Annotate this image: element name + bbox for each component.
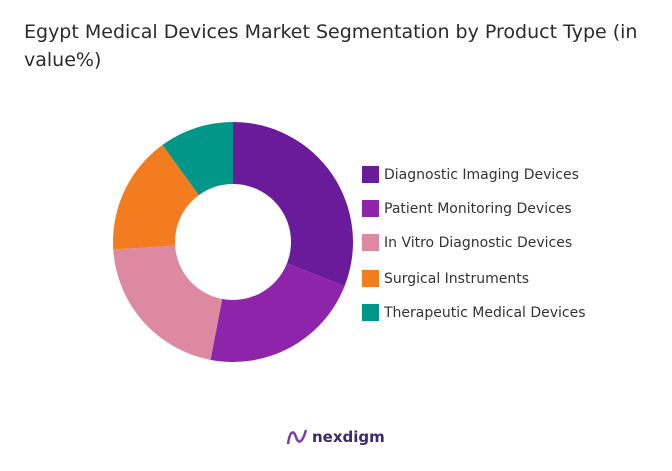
legend-swatch: [362, 270, 379, 287]
legend-label: In Vitro Diagnostic Devices: [384, 234, 573, 251]
donut-slice-therapeutic-medical-devices: [162, 122, 233, 196]
nexdigm-logo-icon: [286, 429, 308, 445]
legend-label: Surgical Instruments: [384, 270, 529, 287]
legend-swatch: [362, 234, 379, 251]
donut-slice-in-vitro-diagnostic-devices: [113, 245, 223, 360]
brand-name: nexdigm: [312, 428, 385, 446]
legend-swatch: [362, 304, 379, 321]
legend: Diagnostic Imaging Devices Patient Monito…: [362, 166, 586, 338]
legend-label: Diagnostic Imaging Devices: [384, 166, 579, 183]
legend-label: Therapeutic Medical Devices: [384, 304, 586, 321]
legend-item: In Vitro Diagnostic Devices: [362, 234, 586, 251]
donut-slice-surgical-instruments: [113, 144, 199, 250]
donut-slice-patient-monitoring-devices: [210, 263, 345, 362]
chart-title: Egypt Medical Devices Market Segmentatio…: [24, 21, 638, 71]
legend-swatch: [362, 166, 379, 183]
legend-item: Diagnostic Imaging Devices: [362, 166, 586, 183]
legend-label: Patient Monitoring Devices: [384, 200, 572, 217]
legend-item: Therapeutic Medical Devices: [362, 304, 586, 321]
legend-swatch: [362, 200, 379, 217]
brand-logo: nexdigm: [286, 428, 385, 446]
legend-item: Patient Monitoring Devices: [362, 200, 586, 217]
legend-item: Surgical Instruments: [362, 270, 586, 287]
donut-slice-diagnostic-imaging-devices: [233, 122, 353, 287]
